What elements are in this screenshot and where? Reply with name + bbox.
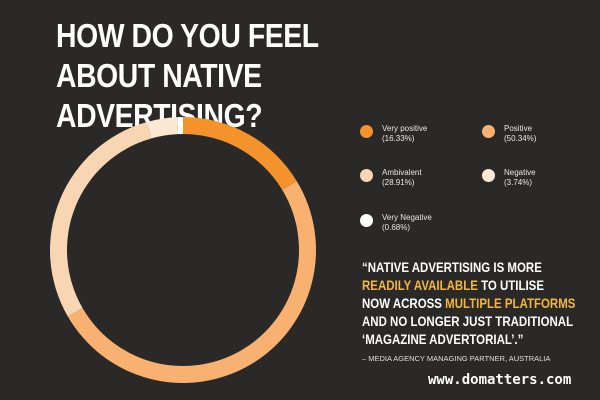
legend-swatch — [360, 214, 373, 227]
legend-value: (16.33%) — [382, 134, 415, 143]
quote-highlight-readily-available: READILY AVAILABLE — [362, 277, 478, 293]
donut-slice-very-positive — [183, 117, 297, 190]
legend-label: Ambivalent — [382, 168, 422, 177]
legend-swatch — [360, 125, 373, 138]
quote-line-5: ‘MAGAZINE ADVERTORIAL’.” — [362, 331, 524, 347]
quote-line-4: AND NO LONGER JUST TRADITIONAL — [362, 313, 574, 329]
donut-slice-positive — [67, 181, 316, 383]
donut-slice-negative — [146, 117, 179, 139]
donut-slice-ambivalent — [50, 122, 152, 317]
quote-line-1: “NATIVE ADVERTISING IS MORE — [362, 259, 542, 275]
chart-title: HOW DO YOU FEEL ABOUT NATIVE ADVERTISING… — [56, 17, 319, 134]
quote-line-3: NOW ACROSS MULTIPLE PLATFORMS — [362, 294, 575, 312]
legend-item-very-negative: Very Negative (0.68%) — [360, 213, 432, 233]
legend-value: (0.68%) — [382, 223, 411, 232]
legend-value: (3.74%) — [504, 178, 533, 187]
pull-quote: “NATIVE ADVERTISING IS MORE READILY AVAI… — [362, 258, 575, 348]
legend-label: Very positive — [382, 124, 428, 133]
legend-item-positive: Positive (50.34%) — [482, 124, 536, 144]
legend-swatch — [482, 169, 495, 182]
legend-item-negative: Negative (3.74%) — [482, 168, 536, 188]
legend-item-ambivalent: Ambivalent (28.91%) — [360, 168, 422, 188]
quote-attribution: – MEDIA AGENCY MANAGING PARTNER, AUSTRAL… — [362, 354, 551, 363]
legend-label: Positive — [504, 124, 533, 133]
legend-value: (28.91%) — [382, 178, 415, 187]
quote-line-2: READILY AVAILABLE TO UTILISE — [362, 276, 552, 294]
legend-swatch — [482, 125, 495, 138]
donut-slice-very-negative — [177, 117, 183, 135]
legend-swatch — [360, 169, 373, 182]
legend-label: Negative — [504, 168, 536, 177]
legend-value: (50.34%) — [504, 134, 537, 143]
quote-line-2-rest: TO UTILISE — [477, 277, 545, 293]
watermark: www.domatters.com — [428, 372, 572, 388]
quote-highlight-multiple-platforms: MULTIPLE PLATFORMS — [445, 295, 576, 311]
quote-line-3-pre: NOW ACROSS — [362, 295, 446, 311]
legend-label: Very Negative — [382, 213, 432, 222]
legend-item-very-positive: Very positive (16.33%) — [360, 124, 427, 144]
